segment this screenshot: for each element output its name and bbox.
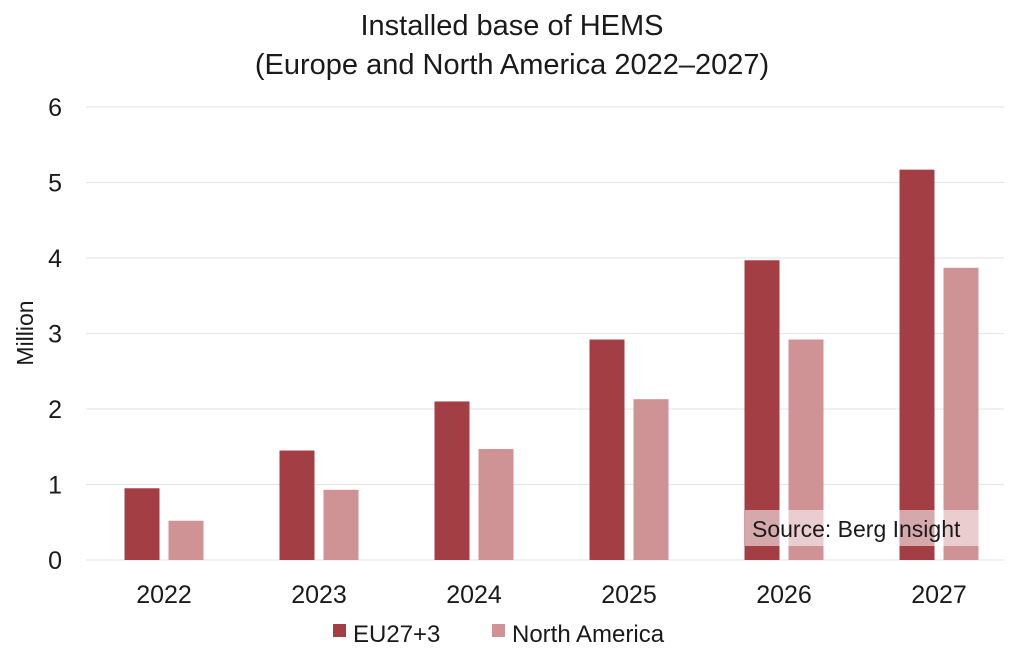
x-tick-label-2026: 2026 (756, 581, 812, 609)
chart-title-line-2: (Europe and North America 2022–2027) (255, 49, 769, 81)
y-axis-ticks: 0 1 2 3 4 5 6 (48, 94, 62, 575)
y-tick-label-2: 2 (48, 396, 62, 424)
bar-eu-2024 (434, 401, 470, 560)
y-tick-label-5: 5 (48, 170, 62, 198)
bar-north-america-2023 (323, 489, 359, 560)
y-tick-label-0: 0 (48, 547, 62, 575)
x-tick-label-2024: 2024 (446, 581, 502, 609)
x-tick-label-2027: 2027 (911, 581, 967, 609)
x-axis-ticks: 2022 2023 2024 2025 2026 2027 (136, 581, 967, 609)
bar-north-america-2022 (168, 520, 204, 560)
legend-label-eu: EU27+3 (353, 621, 440, 648)
legend[interactable]: EU27+3 North America (333, 621, 665, 648)
bar-eu-2022 (124, 488, 160, 560)
y-tick-label-6: 6 (48, 94, 62, 122)
x-tick-label-2023: 2023 (291, 581, 347, 609)
legend-label-north-america: North America (512, 621, 665, 648)
y-axis-label: Million (12, 300, 38, 365)
bar-north-america-2024 (478, 449, 514, 560)
x-tick-label-2025: 2025 (601, 581, 657, 609)
source-annotation-text: Source: Berg Insight (752, 516, 961, 542)
bar-eu-2025 (589, 339, 625, 560)
y-tick-label-4: 4 (48, 245, 62, 273)
bars (124, 169, 979, 561)
source-annotation-background (745, 510, 989, 546)
y-tick-label-1: 1 (48, 472, 62, 500)
x-tick-label-2022: 2022 (136, 581, 192, 609)
legend-swatch-eu (333, 624, 346, 637)
chart-title-line-1: Installed base of HEMS (360, 10, 663, 42)
gridlines (86, 106, 1004, 561)
y-tick-label-3: 3 (48, 321, 62, 349)
bar-eu-2027 (899, 169, 935, 561)
source-annotation: Source: Berg Insight (745, 510, 989, 546)
bar-eu-2023 (279, 450, 315, 560)
legend-swatch-north-america (492, 624, 505, 637)
bar-north-america-2025 (633, 399, 669, 560)
